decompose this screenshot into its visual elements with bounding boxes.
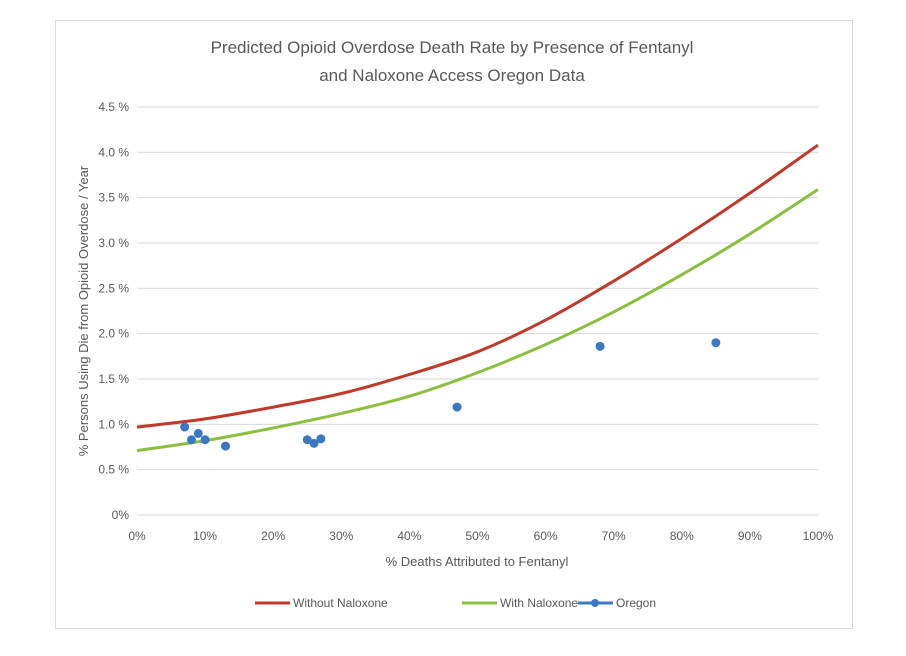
x-axis-label: % Deaths Attributed to Fentanyl (386, 554, 569, 569)
x-tick-label: 10% (193, 529, 217, 543)
x-tick-label: 100% (803, 529, 834, 543)
x-tick-label: 80% (670, 529, 694, 543)
legend-label: Oregon (616, 596, 656, 610)
legend-label: With Naloxone (500, 596, 578, 610)
oregon-data-point (221, 441, 231, 451)
y-tick-label: 2.0 % (98, 327, 129, 341)
oregon-data-point (193, 428, 203, 438)
series-line-without-naloxone (136, 143, 819, 429)
x-tick-label: 40% (397, 529, 421, 543)
oregon-data-point (595, 341, 605, 351)
oregon-data-point (316, 434, 326, 444)
oregon-data-point (302, 435, 312, 445)
x-tick-label: 60% (534, 529, 558, 543)
chart-frame (55, 20, 853, 629)
y-tick-label: 2.5 % (98, 281, 129, 295)
y-tick-label: 3.5 % (98, 191, 129, 205)
oregon-data-point (452, 402, 462, 412)
x-tick-label: 0% (128, 529, 146, 543)
legend-marker (591, 599, 599, 607)
legend-label: Without Naloxone (293, 596, 388, 610)
x-tick-label: 70% (602, 529, 626, 543)
chart-title-line-2: and Naloxone Access Oregon Data (319, 66, 585, 85)
oregon-data-point (711, 338, 721, 348)
y-tick-label: 1.0 % (98, 417, 129, 431)
series-line-with-naloxone (136, 188, 819, 453)
y-tick-label: 4.5 % (98, 100, 129, 114)
x-tick-label: 50% (465, 529, 489, 543)
chart-title-line-1: Predicted Opioid Overdose Death Rate by … (211, 38, 694, 57)
oregon-data-point (180, 422, 190, 432)
x-tick-label: 20% (261, 529, 285, 543)
oregon-data-point (200, 435, 210, 445)
y-tick-label: 0% (112, 508, 130, 522)
y-axis-label: % Persons Using Die from Opioid Overdose… (76, 165, 91, 456)
oregon-data-point (309, 438, 319, 448)
y-tick-label: 1.5 % (98, 372, 129, 386)
x-tick-label: 30% (329, 529, 353, 543)
y-tick-label: 4.0 % (98, 145, 129, 159)
y-tick-label: 0.5 % (98, 463, 129, 477)
oregon-data-point (186, 435, 196, 445)
x-tick-label: 90% (738, 529, 762, 543)
y-tick-label: 3.0 % (98, 236, 129, 250)
